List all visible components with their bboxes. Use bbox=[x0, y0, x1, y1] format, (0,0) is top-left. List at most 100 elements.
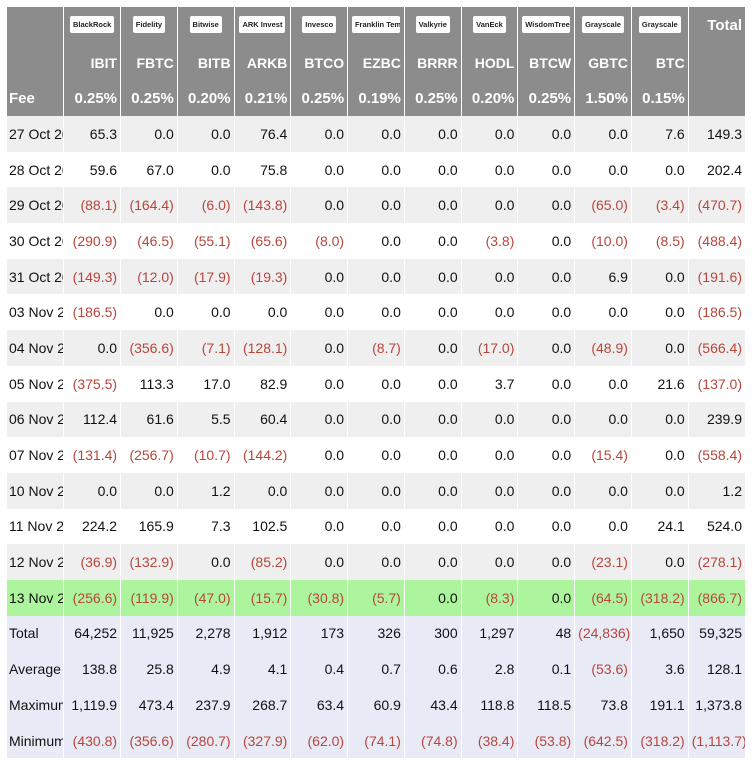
flow-value: 0.0 bbox=[574, 508, 632, 545]
flow-value: 0.0 bbox=[574, 401, 632, 438]
ticker: BITB bbox=[176, 44, 235, 81]
flow-row: 07 Nov 2025(131.4)(256.7)(10.7)(144.2)0.… bbox=[7, 437, 745, 473]
flow-value: (128.1) bbox=[233, 330, 291, 366]
summary-value: 2,278 bbox=[176, 615, 235, 652]
flow-value: 1.2 bbox=[176, 472, 235, 509]
issuer-cell: Fidelity bbox=[120, 7, 178, 44]
fee: 0.19% bbox=[347, 81, 405, 116]
row-total: (488.4) bbox=[687, 223, 745, 259]
flow-value: 0.0 bbox=[120, 116, 178, 152]
flow-value: 0.0 bbox=[290, 401, 348, 438]
summary-value: (53.6) bbox=[574, 651, 632, 687]
flow-value: 0.0 bbox=[290, 294, 348, 331]
date: 11 Nov 2025 bbox=[7, 508, 64, 545]
date: 10 Nov 2025 bbox=[7, 472, 64, 509]
summary-value: 473.4 bbox=[120, 687, 178, 723]
ticker: FBTC bbox=[120, 44, 178, 81]
flow-value: 0.0 bbox=[517, 508, 575, 545]
row-total: 149.3 bbox=[687, 116, 745, 152]
flow-value: 0.0 bbox=[290, 330, 348, 366]
flow-value: 0.0 bbox=[460, 294, 518, 331]
fee: 0.20% bbox=[176, 81, 235, 116]
flow-value: (186.5) bbox=[63, 294, 121, 331]
flow-value: 0.0 bbox=[403, 187, 462, 224]
fee: 0.25% bbox=[290, 81, 348, 116]
flow-value: 0.0 bbox=[347, 401, 405, 438]
flow-value: 0.0 bbox=[403, 544, 462, 580]
flow-value: (85.2) bbox=[233, 544, 291, 580]
flow-value: 0.0 bbox=[403, 116, 462, 152]
flow-value: (119.9) bbox=[120, 579, 178, 616]
corner-cell bbox=[7, 7, 64, 44]
flow-value: (256.6) bbox=[63, 579, 121, 616]
summary-value: 191.1 bbox=[630, 687, 689, 723]
row-total: (186.5) bbox=[687, 294, 745, 331]
flow-value: 0.0 bbox=[460, 508, 518, 545]
flow-value: 0.0 bbox=[347, 544, 405, 580]
summary-value: 0.7 bbox=[347, 651, 405, 687]
summary-value: 63.4 bbox=[290, 687, 348, 723]
flow-value: 0.0 bbox=[460, 472, 518, 509]
summary-value: 0.4 bbox=[290, 651, 348, 687]
issuer-logo: Valkyrie bbox=[415, 15, 450, 33]
flow-value: 0.0 bbox=[517, 365, 575, 402]
issuer-cell: Grayscale bbox=[574, 7, 632, 44]
flow-value: 82.9 bbox=[233, 365, 291, 402]
flow-value: 7.3 bbox=[176, 508, 235, 545]
flow-value: 0.0 bbox=[347, 365, 405, 402]
flow-value: 76.4 bbox=[233, 116, 291, 152]
issuer-cell: BlackRock bbox=[63, 7, 121, 44]
flow-value: 0.0 bbox=[460, 258, 518, 295]
flow-value: 0.0 bbox=[347, 437, 405, 473]
summary-value: (318.2) bbox=[630, 722, 689, 759]
row-total: 524.0 bbox=[687, 508, 745, 545]
summary-value: 268.7 bbox=[233, 687, 291, 723]
flow-value: 0.0 bbox=[347, 187, 405, 224]
flow-value: (8.3) bbox=[460, 579, 518, 616]
flow-value: 0.0 bbox=[347, 151, 405, 188]
flow-row: 27 Oct 202565.30.00.076.40.00.00.00.00.0… bbox=[7, 116, 745, 152]
row-total: (470.7) bbox=[687, 187, 745, 224]
summary-row: Minimum (430.8) (356.6) (280.7) (327.9) (62.0… bbox=[7, 722, 745, 759]
ticker: BTC bbox=[630, 44, 689, 81]
summary-value: (74.1) bbox=[347, 722, 405, 759]
flow-row: 31 Oct 2025(149.3)(12.0)(17.9)(19.3)0.00… bbox=[7, 258, 745, 295]
flow-value: 102.5 bbox=[233, 508, 291, 545]
date: 12 Nov 2025 bbox=[7, 544, 64, 580]
summary-value: 4.9 bbox=[176, 651, 235, 687]
flow-value: 0.0 bbox=[403, 437, 462, 473]
row-total: 1.2 bbox=[687, 472, 745, 509]
summary-value: 48 bbox=[517, 615, 575, 652]
issuer-cell: Bitwise bbox=[176, 7, 235, 44]
flow-value: 24.1 bbox=[630, 508, 689, 545]
flow-value: 0.0 bbox=[176, 294, 235, 331]
row-total: (866.7) bbox=[687, 579, 745, 616]
flow-value: 0.0 bbox=[630, 437, 689, 473]
flow-value: (10.0) bbox=[574, 223, 632, 259]
flow-value: (36.9) bbox=[63, 544, 121, 580]
summary-row: Average 138.8 25.8 4.9 4.1 0.4 0.7 0.6 2.8 0.1 (53… bbox=[7, 651, 745, 687]
summary-value: 11,925 bbox=[120, 615, 178, 652]
flow-value: 0.0 bbox=[290, 437, 348, 473]
flow-row: 05 Nov 2025(375.5)113.317.082.90.00.00.0… bbox=[7, 365, 745, 402]
summary-value: (642.5) bbox=[574, 722, 632, 759]
row-total: (566.4) bbox=[687, 330, 745, 366]
flow-value: 0.0 bbox=[403, 579, 462, 616]
ticker: IBIT bbox=[63, 44, 121, 81]
date: 03 Nov 2025 bbox=[7, 294, 64, 331]
summary-value: (280.7) bbox=[176, 722, 235, 759]
summary-label: Maximum bbox=[7, 687, 64, 723]
etf-flow-table: BlackRock Fidelity Bitwise ARK Invest Invesc… bbox=[7, 7, 745, 759]
flow-value: 0.0 bbox=[403, 330, 462, 366]
flow-value: 0.0 bbox=[290, 365, 348, 402]
row-total: (278.1) bbox=[687, 544, 745, 580]
issuer-logo: Fidelity bbox=[132, 15, 166, 33]
fee: 0.25% bbox=[120, 81, 178, 116]
flow-value: (3.4) bbox=[630, 187, 689, 224]
flow-value: 0.0 bbox=[120, 472, 178, 509]
fee: 0.25% bbox=[517, 81, 575, 116]
summary-value: 1,912 bbox=[233, 615, 291, 652]
flow-value: 0.0 bbox=[347, 508, 405, 545]
summary-value: 60.9 bbox=[347, 687, 405, 723]
flow-value: (30.8) bbox=[290, 579, 348, 616]
